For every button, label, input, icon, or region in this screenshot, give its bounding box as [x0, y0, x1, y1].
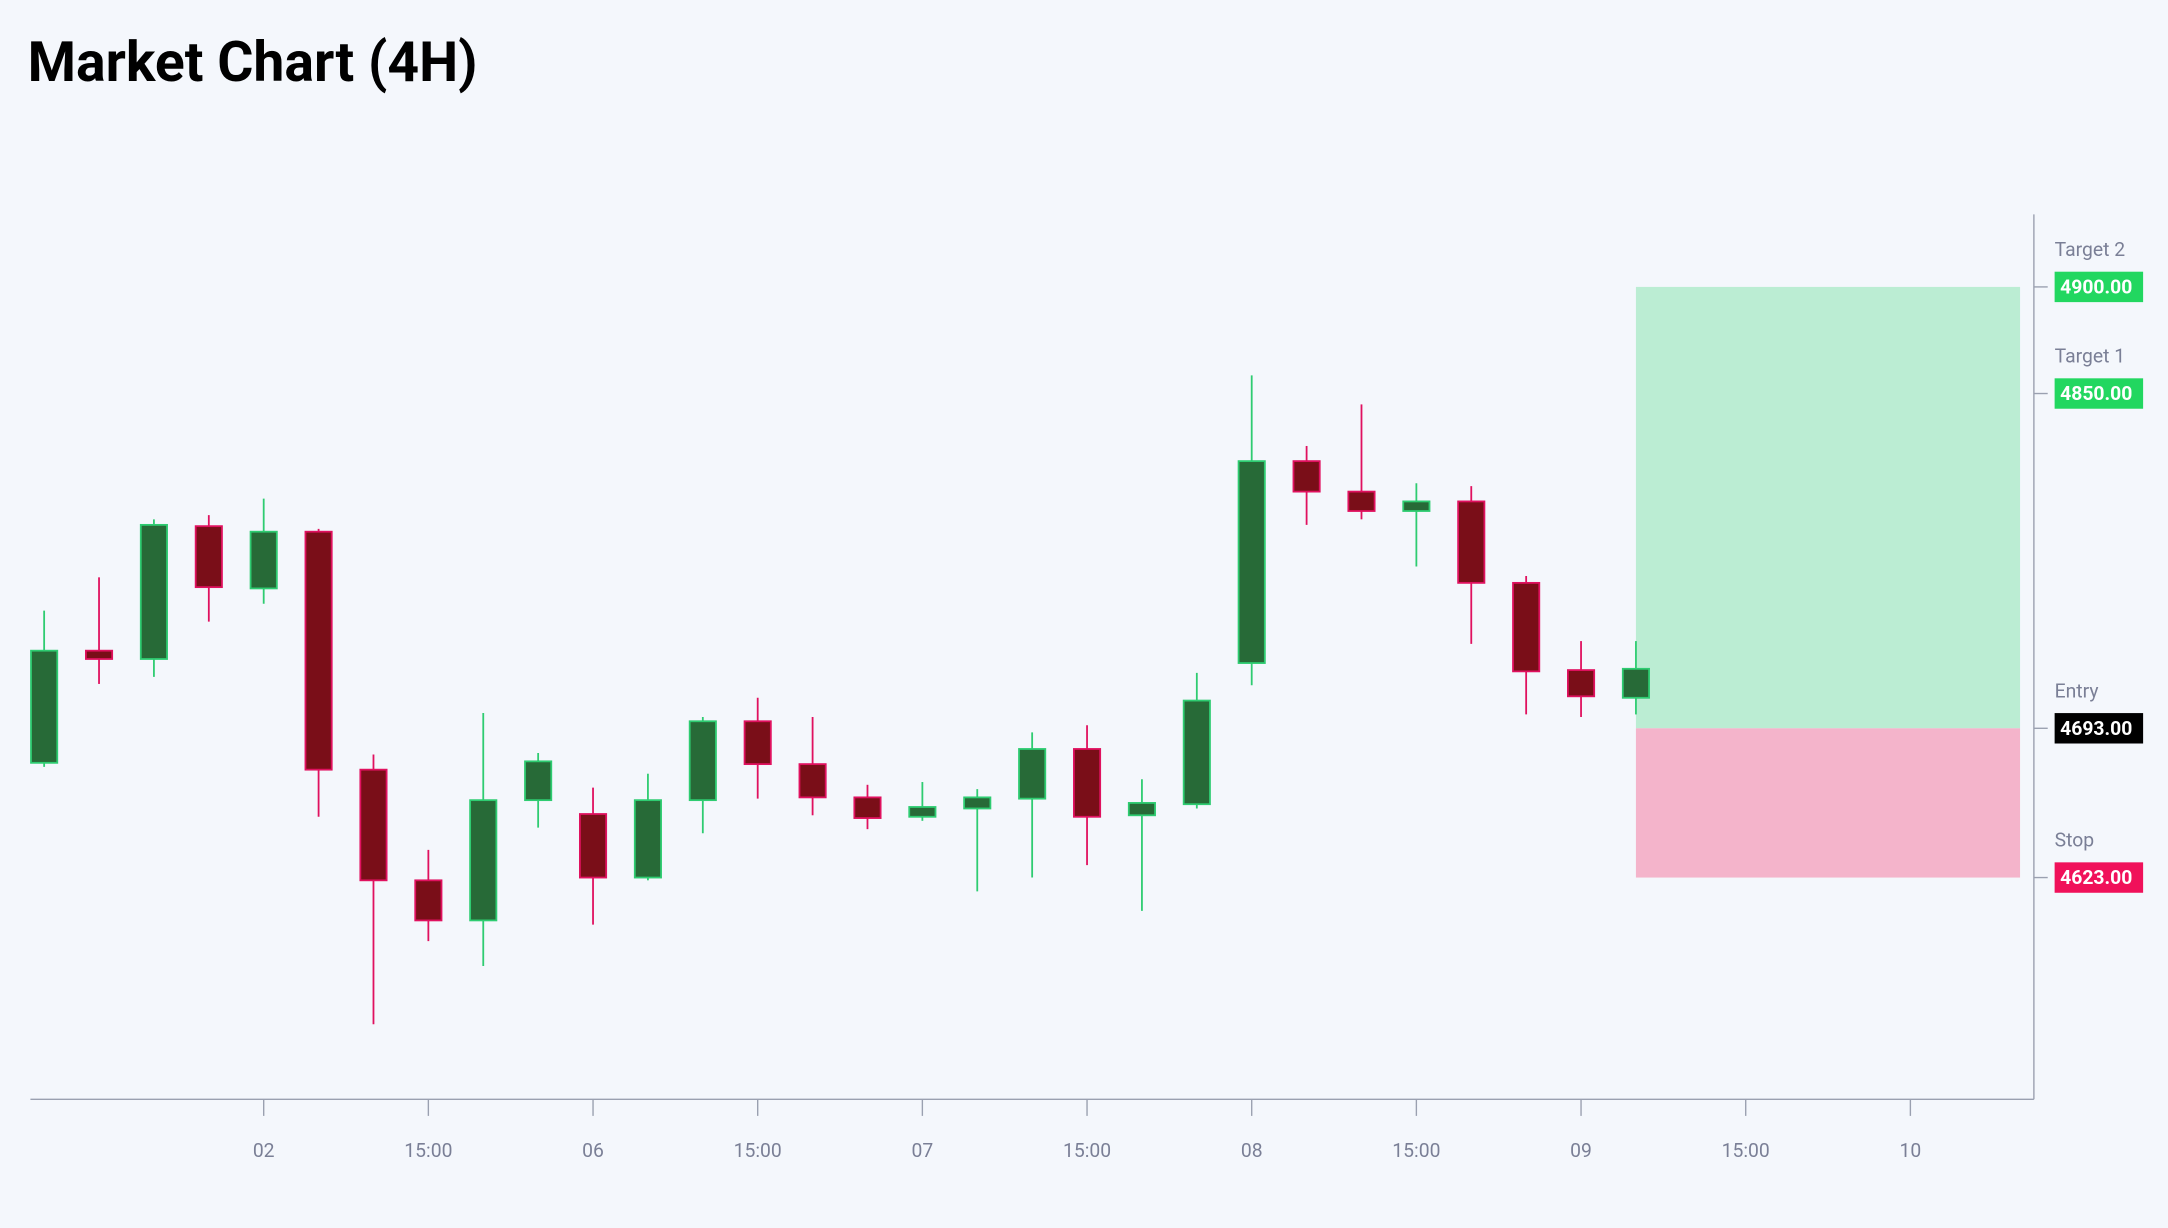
level-value: 4693.00 — [2060, 717, 2132, 740]
level-badge — [2054, 271, 2144, 303]
x-tick-label: 15:00 — [734, 1139, 782, 1162]
candle-body — [1182, 699, 1211, 806]
x-tick-label: 07 — [911, 1139, 933, 1162]
level-name: Target 2 — [2055, 238, 2126, 261]
level-badge — [2054, 378, 2144, 409]
candle-body — [1237, 460, 1266, 664]
candle-body — [139, 523, 168, 660]
candle-body — [414, 879, 443, 922]
candle-body — [1402, 500, 1431, 512]
candle-body — [688, 720, 717, 802]
candle-body — [249, 530, 278, 590]
risk-zone — [1635, 728, 2021, 878]
candle-body — [1512, 581, 1541, 673]
x-tick-label: 02 — [253, 1139, 275, 1162]
candle-body — [1292, 460, 1321, 493]
level-badge — [2054, 713, 2144, 744]
candle-body — [1018, 748, 1047, 800]
x-tick-label: 15:00 — [1063, 1139, 1111, 1162]
level-name: Target 1 — [2055, 345, 2126, 368]
chart-title: Market Chart (4H) — [28, 30, 478, 95]
candle-body — [908, 806, 937, 818]
candle-body — [30, 649, 59, 764]
candle-body — [524, 760, 553, 802]
x-tick-label: 09 — [1570, 1139, 1592, 1162]
candle-body — [304, 530, 333, 771]
level-value: 4623.00 — [2060, 866, 2132, 889]
candle-body — [853, 796, 882, 819]
candle-body — [1567, 669, 1596, 698]
reward-zone — [1635, 286, 2021, 729]
x-tick-label: 06 — [582, 1139, 604, 1162]
level-value: 4900.00 — [2060, 275, 2132, 298]
candle-body — [963, 796, 992, 810]
candle-body — [633, 799, 662, 879]
candle-body — [1073, 748, 1102, 818]
candle-body — [84, 649, 114, 660]
candle-body — [1127, 802, 1156, 817]
candle-body — [579, 813, 608, 879]
candle-body — [1347, 490, 1376, 512]
candle-body — [743, 720, 772, 766]
candle-body — [1457, 500, 1486, 584]
level-name: Entry — [2055, 679, 2099, 702]
x-tick-label: 15:00 — [1722, 1139, 1770, 1162]
candle-body — [1621, 667, 1650, 699]
candle-body — [359, 768, 388, 882]
candle-body — [194, 525, 223, 589]
candle-body — [798, 763, 827, 799]
x-tick-label: 08 — [1241, 1139, 1263, 1162]
x-tick-label: 10 — [1900, 1139, 1922, 1162]
candle-body — [469, 799, 498, 922]
level-badge — [2054, 862, 2144, 893]
x-tick-label: 15:00 — [1392, 1139, 1440, 1162]
level-value: 4850.00 — [2060, 382, 2132, 405]
level-name: Stop — [2055, 829, 2095, 852]
x-tick-label: 15:00 — [404, 1139, 452, 1162]
